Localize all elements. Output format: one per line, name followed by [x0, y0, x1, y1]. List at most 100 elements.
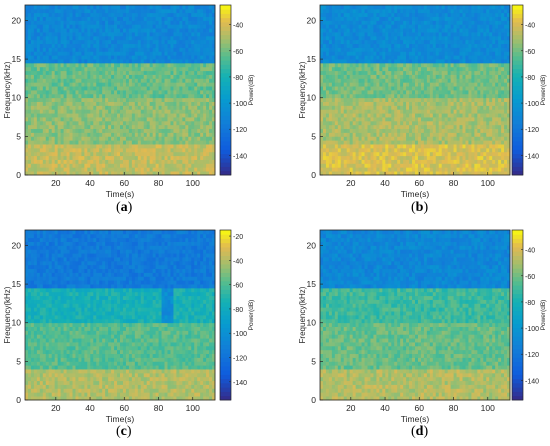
heatmap-cell: [212, 151, 216, 157]
heatmap-cell: [426, 144, 431, 149]
heatmap-cell: [361, 66, 365, 72]
heatmap-cell: [346, 66, 351, 72]
heatmap-cell: [355, 12, 359, 17]
heatmap-cell: [352, 82, 357, 87]
heatmap-cell: [72, 140, 76, 145]
heatmap-cell: [322, 109, 327, 114]
heatmap-cell: [120, 101, 124, 106]
heatmap-cell: [334, 47, 339, 52]
heatmap-cell: [114, 62, 118, 68]
heatmap-cell: [134, 136, 139, 141]
heatmap-cell: [161, 39, 165, 45]
heatmap-cell: [170, 43, 174, 48]
heatmap-cell: [325, 128, 330, 133]
heatmap-cell: [63, 128, 67, 133]
heatmap-cell: [72, 93, 76, 99]
heatmap-cell: [69, 20, 73, 25]
heatmap-cell: [206, 136, 210, 141]
heatmap-cell: [84, 86, 88, 91]
heatmap-cell: [438, 70, 443, 75]
heatmap-cell: [25, 140, 29, 145]
heatmap-cell: [122, 70, 127, 75]
heatmap-cell: [90, 163, 94, 168]
heatmap-cell: [188, 159, 192, 164]
heatmap-cell: [435, 144, 440, 149]
heatmap-cell: [367, 120, 371, 126]
heatmap-cell: [117, 5, 121, 10]
heatmap-cell: [397, 93, 401, 99]
heatmap-cell: [30, 20, 35, 25]
heatmap-cell: [340, 35, 345, 41]
heatmap-cell: [164, 20, 168, 25]
heatmap-cell: [358, 109, 362, 114]
heatmap-cell: [188, 39, 192, 45]
heatmap-cell: [194, 20, 198, 25]
heatmap-cell: [400, 74, 404, 79]
heatmap-cell: [209, 5, 213, 10]
heatmap-cell: [170, 24, 174, 29]
heatmap-cell: [325, 43, 330, 48]
heatmap-cell: [33, 62, 38, 68]
heatmap-cell: [349, 171, 354, 176]
heatmap-cell: [212, 124, 216, 130]
heatmap-cell: [209, 151, 213, 157]
heatmap-cell: [412, 8, 416, 14]
heatmap-cell: [212, 128, 216, 133]
heatmap-cell: [143, 5, 148, 10]
heatmap-cell: [99, 20, 103, 25]
heatmap-cell: [346, 128, 351, 133]
heatmap-cell: [352, 151, 357, 157]
heatmap-cell: [358, 55, 362, 60]
heatmap-cell: [355, 51, 359, 56]
heatmap-cell: [420, 90, 425, 95]
heatmap-cell: [117, 93, 121, 99]
heatmap-cell: [48, 47, 53, 52]
heatmap-cell: [114, 171, 118, 176]
heatmap-cell: [137, 55, 142, 60]
heatmap-cell: [146, 105, 151, 110]
heatmap-cell: [194, 24, 198, 29]
heatmap-cell: [173, 8, 177, 14]
heatmap-cell: [45, 47, 50, 52]
heatmap-cell: [134, 117, 139, 122]
heatmap-cell: [48, 105, 53, 110]
heatmap-cell: [114, 5, 118, 10]
heatmap-cell: [152, 86, 157, 91]
heatmap-cell: [140, 8, 145, 14]
heatmap-cell: [108, 136, 112, 141]
heatmap-cell: [209, 163, 213, 168]
heatmap-cell: [373, 16, 377, 21]
heatmap-cell: [385, 97, 389, 102]
heatmap-cell: [429, 93, 434, 99]
heatmap-cell: [120, 155, 124, 160]
heatmap-cell: [120, 97, 124, 102]
heatmap-cell: [137, 132, 142, 137]
heatmap-cell: [111, 167, 115, 172]
heatmap-cell: [412, 144, 416, 149]
heatmap-cell: [394, 97, 398, 102]
heatmap-cell: [179, 70, 183, 75]
heatmap-cell: [435, 55, 440, 60]
heatmap-cell: [179, 140, 183, 145]
heatmap-cell: [48, 5, 53, 10]
heatmap-cell: [435, 151, 440, 157]
heatmap-cell: [320, 151, 324, 157]
heatmap-cell: [140, 117, 145, 122]
heatmap-cell: [191, 101, 195, 106]
heatmap-cell: [435, 82, 440, 87]
colorbar-segment: [220, 81, 231, 87]
heatmap-cell: [340, 59, 345, 64]
heatmap-cell: [400, 147, 404, 153]
heatmap-cell: [412, 93, 416, 99]
heatmap-cell: [105, 147, 109, 153]
heatmap-cell: [152, 51, 157, 56]
heatmap-cell: [137, 117, 142, 122]
heatmap-cell: [122, 20, 127, 25]
colorbar-segment: [220, 170, 231, 176]
heatmap-cell: [108, 20, 112, 25]
heatmap-cell: [417, 93, 422, 99]
heatmap-cell: [376, 78, 380, 83]
heatmap-cell: [435, 20, 440, 25]
colorbar-segment: [220, 39, 231, 44]
heatmap-cell: [72, 163, 76, 168]
